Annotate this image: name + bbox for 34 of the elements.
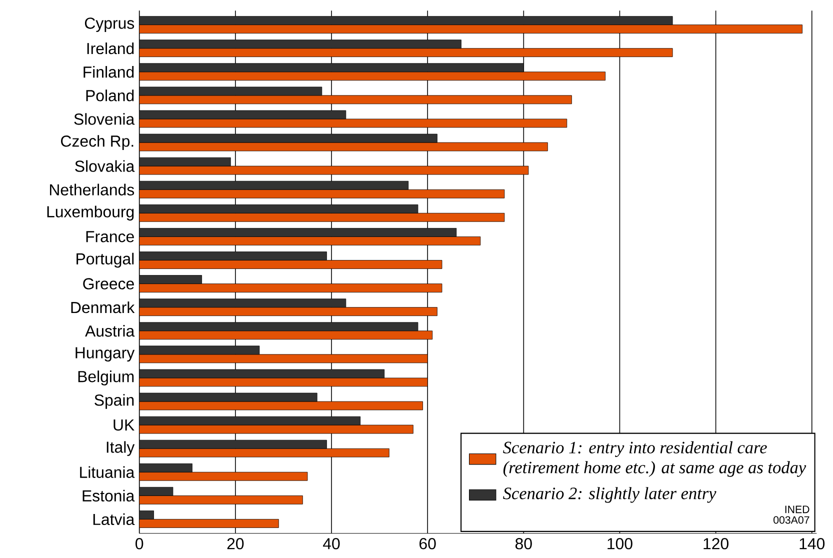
y-tick-label: Italy: [106, 441, 135, 456]
x-tick-label: 140: [800, 538, 825, 550]
y-tick-label: Slovenia: [74, 113, 135, 125]
y-tick-label: Greece: [83, 278, 134, 290]
y-tick-label: Lituania: [80, 466, 135, 478]
y-tick-label: Cyprus: [84, 18, 134, 32]
y-tick-label: Latvia: [93, 513, 135, 526]
y-tick-label: Belgium: [78, 370, 134, 386]
y-tick-label: Hungary: [76, 347, 135, 362]
y-tick-label: Czech Rp.: [61, 135, 134, 150]
legend-label: Scenario 1: entry into residential care (retirement home etc.) at same age as today: [503, 441, 806, 477]
y-tick-label: Luxembourg: [47, 206, 134, 221]
y-tick-label: Finland: [84, 66, 134, 78]
y-tick-label: Ireland: [87, 42, 134, 54]
y-tick-label: Spain: [94, 394, 134, 409]
y-tick-label: Estonia: [82, 490, 135, 502]
annotation: 003A07: [774, 516, 810, 524]
x-tick-label: 120: [704, 538, 728, 550]
x-tick-label: 60: [420, 538, 436, 550]
x-tick-label: 40: [322, 538, 340, 550]
annotation: INED: [785, 506, 810, 514]
x-tick-label: 0: [136, 538, 144, 550]
y-tick-label: Poland: [86, 90, 134, 102]
legend-label: Scenario 2: slightly later entry: [503, 487, 716, 503]
y-tick-label: Portugal: [76, 252, 134, 268]
y-tick-label: Denmark: [71, 301, 135, 314]
x-tick-label: 80: [515, 538, 532, 550]
y-tick-label: UK: [114, 419, 134, 431]
y-tick-label: Slovakia: [75, 160, 135, 172]
y-tick-label: Netherlands: [50, 184, 134, 196]
y-tick-label: Austria: [85, 325, 135, 337]
x-tick-label: 20: [227, 538, 244, 550]
x-tick-label: 100: [608, 538, 632, 550]
y-tick-label: France: [86, 231, 134, 242]
